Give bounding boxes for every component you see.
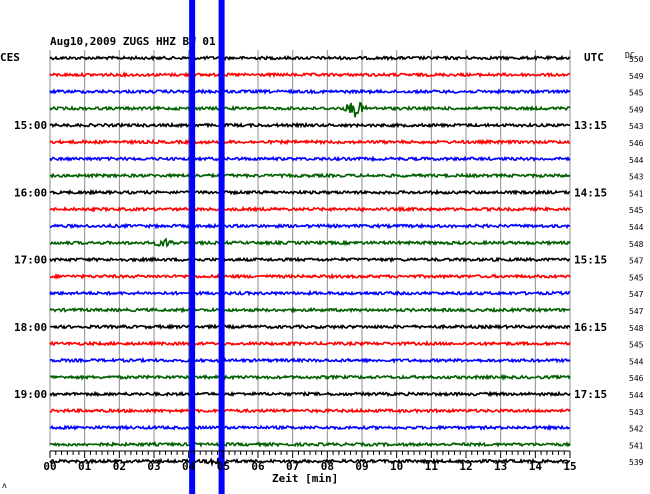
dc-value-2: 545 (629, 89, 644, 98)
trace-7 (49, 172, 571, 179)
dc-value-7: 543 (629, 173, 644, 182)
trace-16 (49, 323, 571, 331)
trace-10 (50, 222, 571, 230)
trace-8 (49, 188, 571, 196)
dc-value-24: 539 (629, 458, 644, 467)
grid-layer (49, 50, 571, 446)
trace-15 (49, 306, 571, 314)
dc-value-3: 549 (629, 105, 644, 114)
dc-value-1: 549 (629, 72, 644, 81)
dc-value-11: 548 (629, 240, 644, 249)
x-tick-label: 01 (78, 460, 92, 473)
trace-12 (49, 256, 571, 264)
x-tick-label: 00 (43, 460, 56, 473)
dc-value-21: 543 (629, 408, 644, 417)
right-time-label: 14:15 (574, 186, 607, 199)
trace-14 (49, 289, 571, 297)
left-timezone-label: CES (0, 51, 20, 64)
dc-value-20: 544 (629, 391, 644, 400)
x-tick-label: 08 (321, 460, 334, 473)
x-tick-label: 02 (113, 460, 126, 473)
dc-value-18: 544 (629, 357, 644, 366)
trace-21 (49, 407, 571, 415)
marker-layer (189, 0, 225, 494)
corner-mark: ʌ (2, 481, 7, 490)
right-time-label: 16:15 (574, 321, 607, 334)
dc-value-22: 542 (629, 425, 644, 434)
dc-value-8: 541 (629, 189, 644, 198)
trace-6 (49, 155, 571, 162)
x-tick-label: 07 (286, 460, 299, 473)
x-tick-label: 04 (182, 460, 196, 473)
dc-value-23: 541 (629, 441, 644, 450)
trace-2 (49, 88, 571, 96)
dc-value-12: 547 (629, 257, 644, 266)
trace-23 (49, 441, 571, 448)
dc-value-14: 547 (629, 290, 644, 299)
trace-3 (49, 101, 571, 118)
x-tick-label: 13 (494, 460, 507, 473)
x-tick-label: 10 (390, 460, 403, 473)
dc-value-4: 543 (629, 122, 644, 131)
dc-value-17: 545 (629, 341, 644, 350)
trace-11 (49, 237, 571, 248)
x-tick-label: 09 (355, 460, 368, 473)
trace-24 (49, 457, 571, 468)
chart-title: Aug10,2009 ZUGS HHZ BW 01 (50, 35, 216, 48)
dc-value-15: 547 (629, 307, 644, 316)
x-tick-label: 06 (251, 460, 265, 473)
dc-value-6: 544 (629, 156, 644, 165)
label-layer: 550 549 545 549 543 546 544 543 541 545 544 548 547 5… (14, 55, 644, 467)
left-time-label: 16:00 (14, 186, 47, 199)
x-tick-label: 12 (459, 460, 472, 473)
right-time-label: 13:15 (574, 119, 607, 132)
trace-19 (49, 373, 571, 381)
right-time-label: 17:15 (574, 388, 607, 401)
right-time-label: 15:15 (574, 254, 607, 267)
dc-value-13: 545 (629, 273, 644, 282)
trace-5 (49, 138, 571, 146)
x-axis-label: Zeit [min] (272, 472, 338, 485)
x-tick-label: 14 (529, 460, 543, 473)
trace-13 (49, 272, 571, 280)
trace-0 (49, 54, 571, 62)
trace-17 (49, 340, 571, 347)
trace-20 (49, 390, 571, 398)
trace-18 (49, 356, 571, 364)
axis-layer: 00 01 02 03 04 05 06 07 08 09 10 11 12 13 14 15 (43, 450, 577, 473)
right-timezone-label: UTC (584, 51, 604, 64)
x-tick-label: 15 (563, 460, 576, 473)
trace-9 (49, 205, 571, 213)
dc-value-16: 548 (629, 324, 644, 333)
left-time-label: 19:00 (14, 388, 47, 401)
left-time-label: 15:00 (14, 119, 47, 132)
trace-22 (49, 424, 571, 432)
x-tick-label: 03 (147, 460, 160, 473)
left-time-label: 18:00 (14, 321, 47, 334)
trace-4 (49, 121, 571, 129)
x-tick-label: 05 (217, 460, 230, 473)
dc-value-19: 546 (629, 374, 644, 383)
trace-1 (49, 71, 570, 79)
x-tick-label: 11 (425, 460, 439, 473)
dc-value-10: 544 (629, 223, 644, 232)
dc-value-0: 550 (629, 55, 644, 64)
dc-value-5: 546 (629, 139, 644, 148)
dc-header-label: DC (625, 51, 635, 60)
trace-layer (49, 54, 571, 468)
dc-value-9: 545 (629, 206, 644, 215)
left-time-label: 17:00 (14, 254, 47, 267)
